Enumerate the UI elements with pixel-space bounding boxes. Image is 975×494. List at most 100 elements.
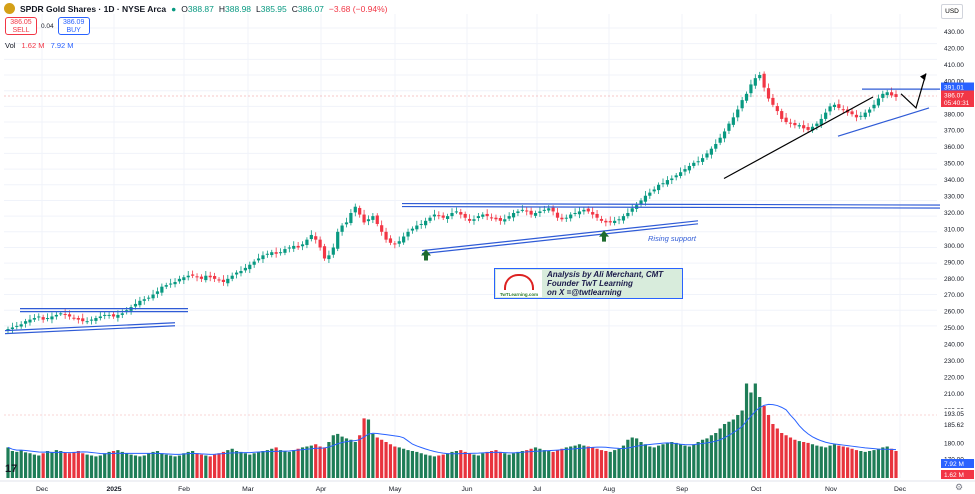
candle-body (406, 231, 410, 237)
candle-body (758, 75, 762, 79)
volume-bar (125, 453, 129, 478)
volume-bar (876, 448, 881, 478)
volume-bar (476, 455, 480, 478)
price-axis[interactable]: 430.00420.00410.00400.00390.00380.00370.… (940, 0, 975, 494)
gear-icon[interactable]: ⚙ (955, 482, 964, 492)
price-tick-label: 350.00 (944, 161, 964, 168)
volume-bar (256, 451, 261, 478)
volume-tag (941, 459, 974, 468)
volume-bar (37, 455, 41, 478)
candlesticks (6, 71, 898, 333)
volume-bar (81, 453, 85, 478)
volume-bar (784, 435, 788, 478)
price-tick-label: 310.00 (944, 226, 964, 233)
candle-body (459, 212, 463, 215)
candle-body (718, 137, 722, 143)
candle-body (859, 115, 863, 117)
price-tag (941, 90, 974, 100)
volume-legend[interactable]: Vol 1.62 M 7.92 M (5, 41, 78, 50)
volume-bar (762, 406, 766, 478)
volume-bar (731, 419, 735, 478)
volume-bar (573, 445, 577, 478)
volume-bar (397, 447, 401, 478)
volume-bar (19, 450, 23, 478)
volume-bar (859, 451, 863, 478)
volume-bar (45, 451, 50, 478)
candle-body (103, 314, 107, 316)
candle-body (292, 245, 296, 249)
candle-body (498, 218, 502, 221)
candle-body (81, 318, 85, 322)
candle-body (824, 112, 828, 119)
volume-bar (393, 446, 397, 478)
volume-bars (6, 383, 898, 478)
symbol-title[interactable]: SPDR Gold Shares · 1D · NYSE Arca (20, 3, 167, 14)
volume-bar (872, 450, 876, 478)
volume-bar (885, 446, 889, 478)
candle-body (793, 122, 797, 126)
gold-logo-icon (4, 3, 15, 14)
candle-body (881, 93, 885, 98)
volume-tag-label: 193.05 (944, 411, 964, 418)
volume-bar (692, 444, 696, 478)
price-tag (941, 82, 974, 92)
candle-body (256, 258, 261, 261)
price-tick-label: 300.00 (944, 243, 964, 250)
volume-bar (116, 450, 120, 478)
candle-body (349, 212, 353, 224)
currency-selector[interactable]: USD (941, 4, 963, 19)
candle-body (432, 214, 437, 217)
volume-bar (529, 448, 533, 478)
volume-bar (648, 446, 652, 478)
candle-body (309, 234, 313, 240)
candle-body (76, 318, 80, 320)
candle-body (525, 210, 529, 212)
candle-body (503, 219, 507, 222)
twt-logo-icon: TwTLearning.com (496, 270, 542, 297)
candle-body (296, 245, 300, 248)
volume-bar (446, 453, 450, 478)
candle-body (630, 208, 634, 212)
price-tick-label: 420.00 (944, 45, 964, 52)
candle-body (815, 123, 819, 127)
candle-body (481, 214, 485, 217)
volume-bar (406, 450, 410, 478)
candle-body (164, 285, 168, 287)
volume-bar (674, 442, 678, 478)
volume-bar (94, 456, 98, 478)
candle-body (419, 223, 423, 225)
volume-bar (305, 446, 309, 478)
time-axis[interactable]: Dec 2025 Feb Mar Apr May Jun Jul Aug Sep Oct Nov Dec (0, 480, 975, 493)
candle-body (186, 275, 190, 278)
trendline-rising-support-parallel (421, 223, 699, 255)
price-tag-label: 386.07 (944, 93, 964, 100)
sell-button[interactable]: 386.05 SELL (5, 17, 37, 35)
candle-body (318, 239, 322, 248)
candle-body (577, 211, 582, 215)
candle-body (195, 276, 199, 278)
volume-ma-value: 7.92 M (50, 41, 74, 50)
candle-body (687, 165, 691, 171)
volume-bar (177, 455, 182, 478)
trendlines: Rising support (4, 88, 969, 335)
candle-body (54, 314, 58, 317)
volume-bar (270, 448, 274, 478)
candle-body (314, 236, 318, 240)
time-tick-label: May (389, 486, 402, 493)
tradingview-logo-icon[interactable]: 17 (5, 463, 18, 475)
buy-button[interactable]: 386.09 BUY (57, 17, 90, 35)
candle-body (591, 212, 595, 215)
trendline-dec-bottom (4, 322, 176, 332)
volume-bar (147, 453, 151, 478)
volume-bar (375, 437, 379, 478)
volume-bar (819, 446, 823, 478)
volume-bar (248, 454, 252, 478)
candle-body (727, 123, 731, 131)
candle-body (797, 125, 801, 127)
price-tick-label: 330.00 (944, 194, 964, 201)
volume-tag-label: 7.92 M (944, 461, 964, 468)
volume-bar (635, 438, 639, 478)
candle-body (402, 236, 406, 243)
candle-body (107, 314, 111, 316)
